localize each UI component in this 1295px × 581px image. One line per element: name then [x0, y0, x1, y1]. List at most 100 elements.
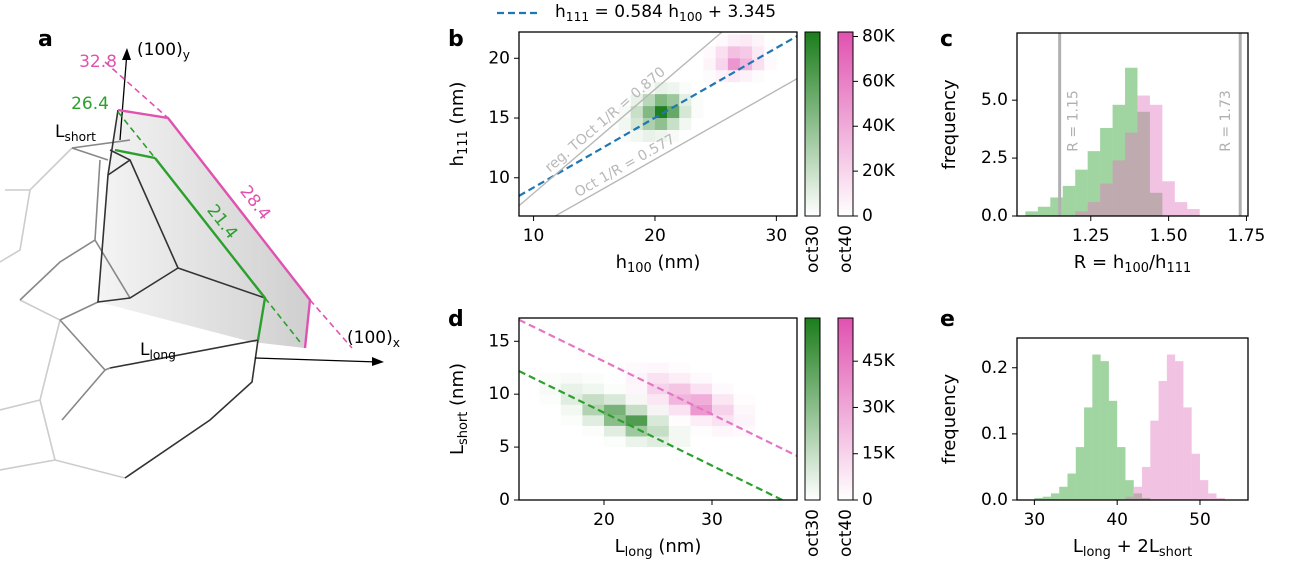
- heat-cell: [625, 415, 648, 426]
- x-tick-label: 1.25: [1072, 226, 1110, 246]
- l-long-label-part: long: [149, 348, 175, 362]
- heat-cell: [739, 70, 753, 83]
- y-axis-label-part: short: [456, 412, 471, 445]
- heat-cell: [734, 373, 756, 384]
- heat-cell: [734, 394, 756, 405]
- colorbar-tick-label: 45K: [862, 351, 896, 371]
- heat-cell: [667, 82, 680, 95]
- hist-bar: [1112, 104, 1126, 216]
- heat-cell: [667, 118, 680, 130]
- heat-cell: [654, 106, 668, 119]
- hist-bar: [1062, 185, 1076, 216]
- x-axis-label-part: /h: [1149, 252, 1166, 273]
- x-axis-label-part: (nm): [653, 536, 702, 557]
- hist-bar: [1100, 361, 1109, 500]
- hist-bar: [1100, 127, 1113, 216]
- heat-cell: [604, 384, 626, 395]
- hist-bar: [1166, 354, 1176, 500]
- heat-cell: [690, 415, 713, 426]
- l-long-label: Llong: [140, 340, 176, 362]
- hist-bar: [1042, 496, 1051, 500]
- hist-bar: [1149, 192, 1163, 216]
- y-axis-label: h111 (nm): [447, 82, 471, 167]
- heat-cell: [603, 404, 626, 416]
- hist-bar: [1034, 498, 1043, 500]
- hist-bar: [1084, 407, 1093, 500]
- y-tick-label: 15: [488, 108, 510, 128]
- heat-cell: [582, 437, 604, 448]
- pink-height: 32.8: [79, 52, 117, 72]
- heat-cell: [618, 118, 631, 130]
- heat-cell: [712, 394, 734, 405]
- heat-cell: [712, 425, 734, 437]
- hist-bar: [1133, 493, 1143, 500]
- colorbar-tick-label: 60K: [862, 71, 896, 91]
- heat-cell: [668, 404, 691, 416]
- heat-cell: [647, 394, 669, 405]
- heat-cell: [626, 362, 648, 373]
- heat-cell: [669, 426, 691, 437]
- colorbar: [804, 31, 821, 217]
- axes-frame: [518, 317, 798, 501]
- x-axis-label-part: R = h: [1074, 252, 1124, 273]
- colorbar-label: oct30: [803, 509, 823, 557]
- heat-cell: [703, 58, 716, 71]
- heat-cell: [582, 394, 604, 405]
- hist-bar: [1142, 466, 1151, 500]
- hist-bar: [1137, 95, 1150, 216]
- colorbar: [804, 317, 821, 501]
- panel-label: c: [940, 27, 953, 52]
- ref-vline-label: R = 1.15: [1066, 90, 1082, 152]
- heat-cell: [561, 373, 583, 384]
- hist-bar: [1175, 361, 1184, 500]
- green-height: 26.4: [71, 94, 109, 114]
- x-tick-label: 1.75: [1228, 226, 1266, 246]
- heat-cell: [668, 425, 691, 437]
- y-axis-label: Lshort (nm): [447, 363, 471, 455]
- colorbar-tick-label: 15K: [862, 444, 896, 464]
- heat-cell: [647, 405, 669, 416]
- heat-cell: [679, 118, 692, 130]
- heat-cell: [667, 106, 680, 119]
- heat-cell: [739, 46, 753, 59]
- hist-bar: [1150, 420, 1159, 500]
- hist-bar: [1191, 453, 1200, 500]
- hist-bar: [1174, 202, 1188, 216]
- heat-cell: [712, 384, 734, 395]
- heat-cell: [752, 46, 765, 59]
- hist-bar: [1067, 473, 1076, 500]
- y-tick-label: 5.0: [981, 90, 1008, 110]
- x-axis-label-part: 100: [627, 261, 652, 276]
- x-axis-label-part: 100: [1124, 261, 1149, 276]
- heat-cell: [604, 437, 626, 448]
- axis-x-label: (100)x: [347, 328, 400, 350]
- heat-cell: [691, 82, 703, 94]
- hist-bar: [1075, 169, 1088, 216]
- heat-cell: [654, 94, 668, 107]
- heat-cell: [630, 106, 643, 119]
- heat-cell: [712, 373, 734, 384]
- heat-cell: [704, 34, 716, 46]
- x-axis-label: Llong + 2Lshort: [1073, 536, 1192, 560]
- axis-x-label-part: x: [393, 336, 400, 350]
- hist-bar: [1092, 354, 1101, 500]
- l-short-label: Lshort: [55, 122, 96, 144]
- heat-cell: [764, 58, 776, 70]
- heat-cell: [642, 94, 655, 107]
- heat-cell: [690, 383, 713, 395]
- heat-cell: [690, 362, 712, 373]
- heat-cell: [752, 58, 765, 71]
- x-axis-label-part: 111: [1166, 261, 1191, 276]
- axes-frame: [1016, 32, 1249, 217]
- y-tick-label: 2.5: [981, 148, 1008, 168]
- colorbar-tick-label: 80K: [862, 26, 896, 46]
- y-axis-label: frequency: [939, 374, 960, 465]
- colorbar-label: oct40: [836, 225, 856, 273]
- heat-cell: [739, 34, 753, 47]
- hist-bar: [1137, 111, 1150, 216]
- panel-label: a: [38, 27, 53, 52]
- y-tick-label: 0.1: [981, 424, 1008, 444]
- y-tick-label: 0.2: [981, 358, 1008, 378]
- heat-cell: [715, 46, 728, 59]
- heat-cell: [647, 436, 669, 448]
